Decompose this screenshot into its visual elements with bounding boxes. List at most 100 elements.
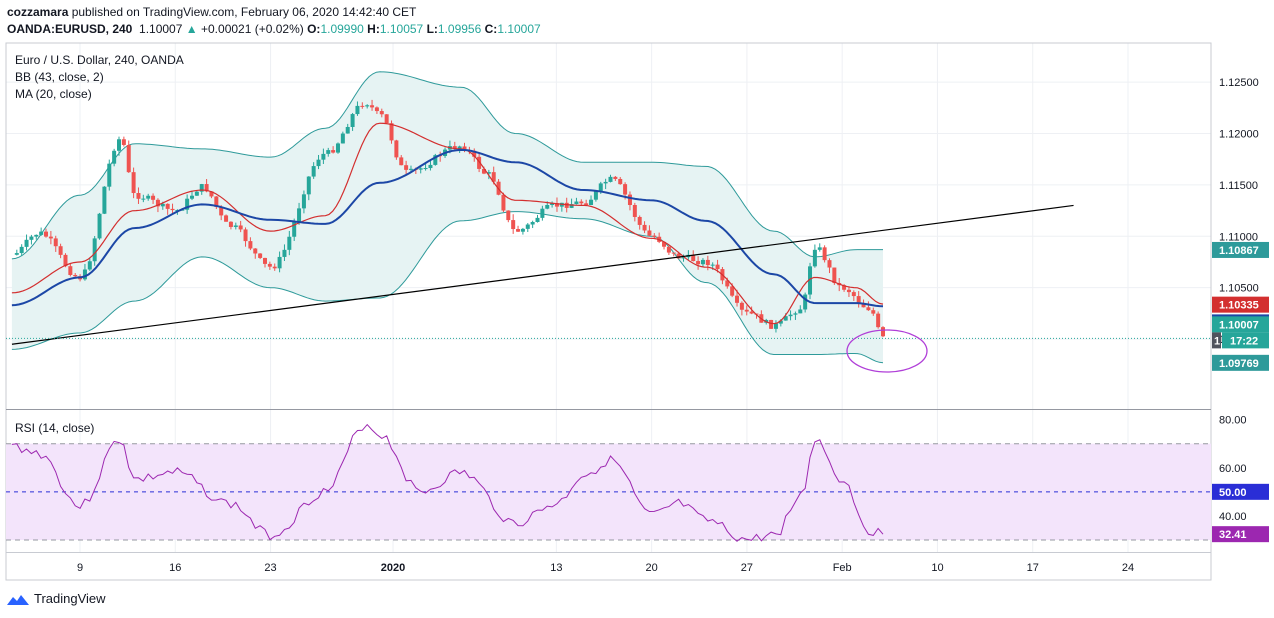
rsi-value-tag[interactable]: 32.41 xyxy=(1219,529,1247,541)
candle-body xyxy=(501,194,506,211)
candle-body xyxy=(248,241,253,249)
candle-body xyxy=(506,210,511,221)
candle-body xyxy=(827,260,832,268)
candle-body xyxy=(642,224,647,231)
candle-body xyxy=(812,249,817,267)
publisher-name[interactable]: cozzamara xyxy=(7,5,69,19)
candle-body xyxy=(121,139,126,145)
candle-body xyxy=(881,327,886,337)
candle-body xyxy=(842,285,847,290)
candle-body xyxy=(725,280,730,287)
candle-body xyxy=(472,150,477,157)
candle-body xyxy=(39,231,44,235)
ma20-tag[interactable]: 1.10335 xyxy=(1219,300,1259,312)
candle-body xyxy=(141,198,146,200)
ma20-tag-bg xyxy=(1212,296,1269,313)
price-axis-label: 1.11500 xyxy=(1219,180,1258,192)
candle-body xyxy=(258,253,263,258)
candle-body xyxy=(778,320,783,324)
candle-body xyxy=(297,208,302,222)
candle-body xyxy=(365,105,370,107)
candle-body xyxy=(204,184,209,192)
candle-body xyxy=(228,221,233,227)
candle-body xyxy=(190,195,195,199)
time-axis-label: 13 xyxy=(550,562,562,574)
candle-body xyxy=(277,256,282,269)
candle-body xyxy=(53,238,58,247)
rsi-mid-tag-bg xyxy=(1212,483,1269,500)
last-price-tag-bg xyxy=(1212,316,1269,333)
candle-body xyxy=(92,238,97,262)
candle-body xyxy=(238,225,243,230)
price-axis-label: 1.10500 xyxy=(1219,283,1259,295)
highlight-ellipse[interactable] xyxy=(846,329,928,373)
candle-body xyxy=(861,303,866,308)
candle-body xyxy=(326,150,331,154)
candle-body xyxy=(87,261,92,270)
candle-body xyxy=(623,184,628,195)
candle-body xyxy=(102,186,107,214)
candle-body xyxy=(871,310,876,314)
candle-body xyxy=(550,203,555,206)
price-axis-label: 1.12000 xyxy=(1219,128,1259,140)
candle-body xyxy=(710,264,715,266)
candle-body xyxy=(545,205,550,209)
candle-body xyxy=(374,107,379,112)
candle-body xyxy=(24,239,29,247)
candle-body xyxy=(418,168,423,170)
last-price-tag[interactable]: 1.10007 xyxy=(1219,319,1259,331)
candle-body xyxy=(360,105,365,107)
time-axis-label: 17 xyxy=(1027,562,1039,574)
candle-body xyxy=(481,168,486,174)
time-axis-label: 20 xyxy=(646,562,658,574)
candle-body xyxy=(681,257,686,259)
legend-title[interactable]: Euro / U.S. Dollar, 240, OANDA xyxy=(15,53,184,67)
legend-ma[interactable]: MA (20, close) xyxy=(15,87,92,101)
candle-body xyxy=(311,166,316,177)
candle-body xyxy=(564,202,569,208)
candle-body xyxy=(126,144,131,173)
price-axis-label: 1.11000 xyxy=(1219,231,1258,243)
candle-body xyxy=(598,183,603,191)
candle-body xyxy=(68,266,73,275)
candle-body xyxy=(511,220,516,230)
trendline[interactable] xyxy=(11,204,1074,345)
bollinger-lower-line xyxy=(11,211,884,364)
candle-body xyxy=(593,190,598,200)
candle-body xyxy=(735,295,740,303)
bb-upper-tag[interactable]: 1.10867 xyxy=(1219,245,1259,257)
candle-body xyxy=(394,140,399,158)
candle-body xyxy=(185,198,190,210)
candle-body xyxy=(846,289,851,293)
candle-body xyxy=(535,217,540,223)
time-axis-label: 2020 xyxy=(381,562,405,574)
candle-body xyxy=(662,241,667,247)
tradingview-branding[interactable]: TradingView xyxy=(6,591,106,606)
candle-body xyxy=(525,224,530,229)
legend-bb[interactable]: BB (43, close, 2) xyxy=(15,70,104,84)
candle-body xyxy=(73,274,78,277)
candle-body xyxy=(866,307,871,311)
bollinger-basis-line xyxy=(11,148,884,308)
rsi-axis-label: 60.00 xyxy=(1219,463,1247,475)
candle-body xyxy=(82,269,87,280)
candle-body xyxy=(404,165,409,170)
countdown-timer: 17:22 xyxy=(1230,335,1258,347)
candle-body xyxy=(554,203,559,207)
candle-body xyxy=(253,248,258,254)
candle-body xyxy=(219,206,224,216)
rsi-mid-tag[interactable]: 50.00 xyxy=(1219,487,1247,499)
bb-lower-tag[interactable]: 1.09769 xyxy=(1219,358,1259,370)
rsi-value-tag-bg xyxy=(1212,526,1269,543)
candle-body xyxy=(715,264,720,270)
candle-body xyxy=(306,176,311,195)
legend-rsi[interactable]: RSI (14, close) xyxy=(15,421,94,435)
candle-body xyxy=(817,247,822,250)
candle-body xyxy=(331,150,336,153)
candle-body xyxy=(516,229,521,232)
candle-body xyxy=(194,191,199,196)
candle-body xyxy=(798,309,803,314)
candle-body xyxy=(155,199,160,207)
symbol-name[interactable]: OANDA:EURUSD, 240 xyxy=(7,22,133,36)
